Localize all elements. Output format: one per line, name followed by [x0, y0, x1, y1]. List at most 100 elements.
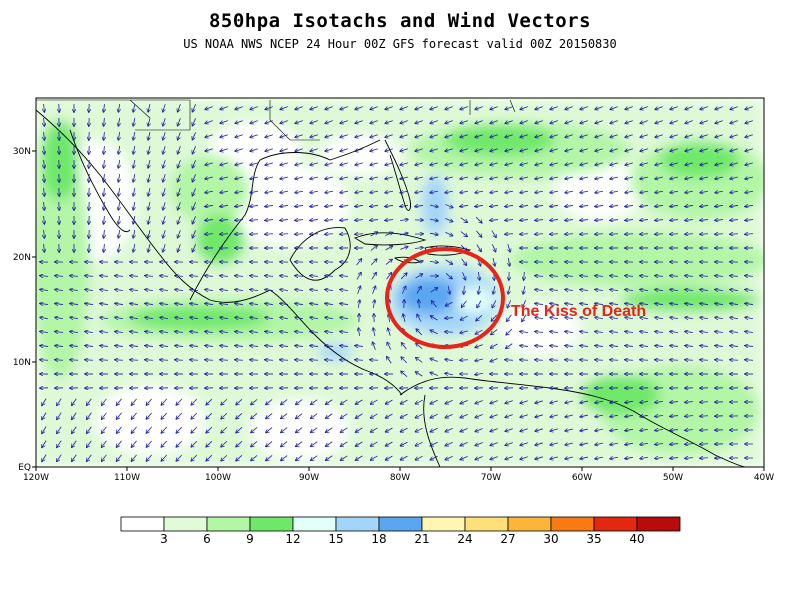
wind-arrow: [535, 317, 544, 318]
wind-arrow: [161, 426, 167, 433]
colorbar-label: 21: [414, 532, 430, 546]
wind-arrow: [146, 426, 152, 433]
wind-arrow: [281, 441, 288, 447]
lon-label: 120W: [23, 473, 49, 483]
wind-arrow: [715, 191, 724, 192]
wind-arrow: [670, 177, 678, 179]
wind-arrow: [70, 346, 79, 347]
wind-arrow: [475, 177, 483, 179]
wind-arrow: [340, 120, 348, 124]
wind-arrow: [310, 290, 319, 291]
wind-arrow: [340, 177, 348, 179]
wind-arrow: [235, 331, 244, 332]
wind-arrow: [163, 132, 165, 140]
wind-arrow: [670, 303, 679, 304]
wind-arrow: [356, 273, 361, 280]
wind-arrow: [131, 440, 137, 447]
wind-arrow: [700, 220, 709, 221]
wind-arrow: [386, 413, 393, 418]
wind-arrow: [148, 202, 150, 210]
wind-arrow: [102, 412, 107, 419]
wind-arrow: [490, 400, 498, 404]
colorbar-label: 15: [328, 532, 344, 546]
wind-arrow: [192, 118, 196, 125]
wind-arrow: [610, 401, 619, 403]
lat-label: 20N: [13, 253, 31, 263]
wind-arrow: [356, 441, 363, 446]
wind-arrow: [505, 191, 514, 192]
wind-arrow: [87, 412, 92, 419]
wind-arrow: [595, 234, 604, 235]
wind-arrow: [401, 357, 408, 364]
lat-label: 10N: [13, 358, 31, 368]
wind-arrow: [550, 415, 558, 417]
wind-arrow: [417, 315, 422, 322]
wind-arrow: [85, 346, 94, 347]
wind-arrow: [745, 346, 754, 347]
wind-arrow: [535, 106, 543, 110]
colorbar: [120, 516, 681, 532]
wind-arrow: [715, 120, 723, 124]
wind-arrow: [700, 234, 709, 235]
wind-arrow: [250, 276, 259, 277]
wind-arrow: [265, 276, 274, 277]
wind-arrow: [145, 276, 154, 277]
wind-arrow: [250, 106, 258, 110]
wind-arrow: [340, 317, 349, 318]
wind-arrow: [266, 441, 273, 446]
wind-arrow: [700, 430, 709, 431]
wind-arrow: [44, 201, 45, 210]
wind-arrow: [341, 455, 348, 460]
wind-arrow: [311, 455, 318, 461]
wind-arrow: [131, 398, 137, 405]
wind-arrow: [745, 163, 753, 165]
wind-arrow: [115, 317, 124, 318]
wind-arrow: [431, 301, 437, 308]
wind-arrow: [340, 163, 348, 165]
wind-arrow: [104, 145, 105, 154]
wind-arrow: [700, 134, 708, 138]
wind-arrow: [475, 442, 483, 445]
wind-arrow: [220, 220, 229, 221]
wind-arrow: [520, 234, 529, 235]
wind-arrow: [400, 247, 408, 250]
wind-arrow: [148, 230, 150, 238]
wind-arrow: [87, 426, 92, 433]
wind-arrow: [372, 286, 376, 294]
wind-arrow: [445, 455, 453, 459]
wind-arrow: [730, 303, 739, 304]
wind-arrow: [580, 134, 588, 138]
wind-arrow: [490, 191, 499, 192]
wind-arrow: [460, 205, 469, 206]
wind-arrow: [178, 202, 181, 210]
wind-arrow: [57, 412, 62, 420]
wind-arrow: [490, 149, 498, 151]
wind-arrow: [460, 244, 467, 251]
wind-arrow: [370, 246, 377, 251]
wind-arrow: [430, 191, 439, 192]
wind-arrow: [715, 163, 723, 165]
wind-arrow: [745, 220, 754, 221]
wind-arrow: [133, 118, 135, 126]
wind-arrow: [310, 234, 319, 235]
wind-arrow: [490, 106, 498, 110]
wind-arrow: [535, 346, 544, 347]
wind-arrow: [57, 440, 62, 448]
wind-arrow: [325, 106, 333, 110]
wind-arrow: [415, 134, 423, 138]
wind-arrow: [475, 414, 483, 417]
wind-arrow: [281, 399, 288, 405]
wind-arrow: [340, 205, 349, 206]
wind-arrow: [57, 454, 62, 462]
wind-arrow: [565, 443, 573, 445]
wind-arrow: [685, 402, 694, 403]
wind-arrow: [355, 346, 364, 347]
wind-arrow: [490, 163, 498, 165]
wind-arrow: [280, 317, 289, 318]
wind-arrow: [400, 427, 408, 432]
wind-arrow: [610, 415, 619, 417]
wind-arrow: [221, 398, 228, 404]
wind-arrow: [476, 244, 481, 252]
wind-arrow: [355, 134, 363, 138]
wind-arrow: [220, 163, 228, 165]
